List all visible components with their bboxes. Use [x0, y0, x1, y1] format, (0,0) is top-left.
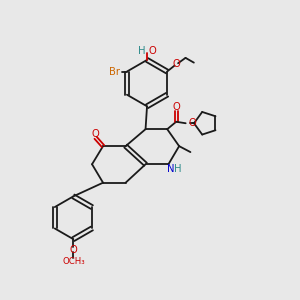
Text: H: H [138, 46, 146, 56]
Text: O: O [173, 59, 181, 69]
Text: N: N [167, 164, 175, 174]
Text: O: O [189, 118, 196, 128]
Text: O: O [69, 244, 77, 255]
Text: O: O [172, 102, 180, 112]
Text: OCH₃: OCH₃ [62, 257, 85, 266]
Text: O: O [148, 46, 156, 56]
Text: O: O [91, 129, 99, 139]
Text: Br: Br [110, 67, 120, 76]
Text: H: H [174, 164, 181, 174]
